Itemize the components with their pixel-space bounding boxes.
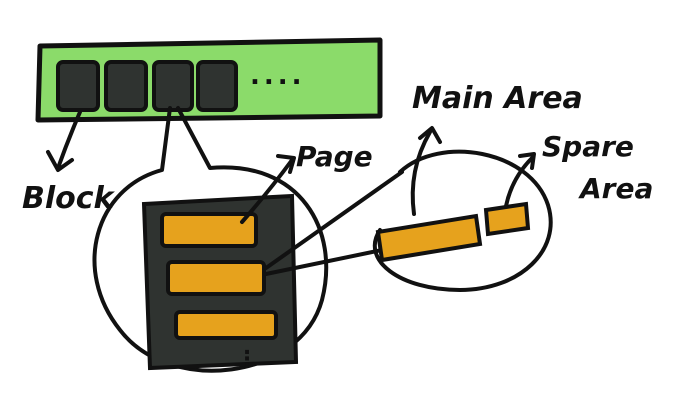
more-pages-dots: ⋮ (236, 347, 258, 372)
page-label: Page (296, 140, 373, 173)
page-2 (166, 260, 266, 296)
flash-memory-bar: .... (35, 37, 383, 123)
page-zoom-ellipse (372, 149, 553, 292)
spare-area-label-line2: Area (578, 172, 653, 205)
spare-area-arrow (504, 156, 534, 208)
spare-area-arrow-head (518, 152, 536, 170)
zoomed-page (375, 201, 531, 263)
main-area-arrow (410, 130, 432, 216)
block-2 (104, 60, 148, 112)
spare-area-region (483, 201, 531, 237)
block-arrow-head (46, 150, 74, 172)
main-area-region (375, 213, 483, 263)
page-1 (160, 212, 258, 248)
zoomed-block: ⋮ (141, 193, 299, 372)
page-arrow-head (276, 154, 296, 174)
spare-area-label-line1: Spare (542, 130, 634, 163)
block-ellipsis: .... (250, 61, 306, 91)
page-arrow (240, 158, 294, 224)
page-zoom-line-bottom (264, 248, 384, 276)
block-4 (196, 60, 238, 112)
main-area-arrow-head (418, 126, 442, 144)
block-1 (56, 60, 100, 112)
block-arrow (56, 110, 82, 170)
block-zoom-bubble (92, 106, 329, 373)
block-label: Block (22, 181, 116, 216)
block-3 (152, 60, 194, 112)
main-area-label: Main Area (412, 81, 583, 116)
page-3 (174, 310, 278, 340)
page-zoom-line-top (264, 170, 404, 270)
